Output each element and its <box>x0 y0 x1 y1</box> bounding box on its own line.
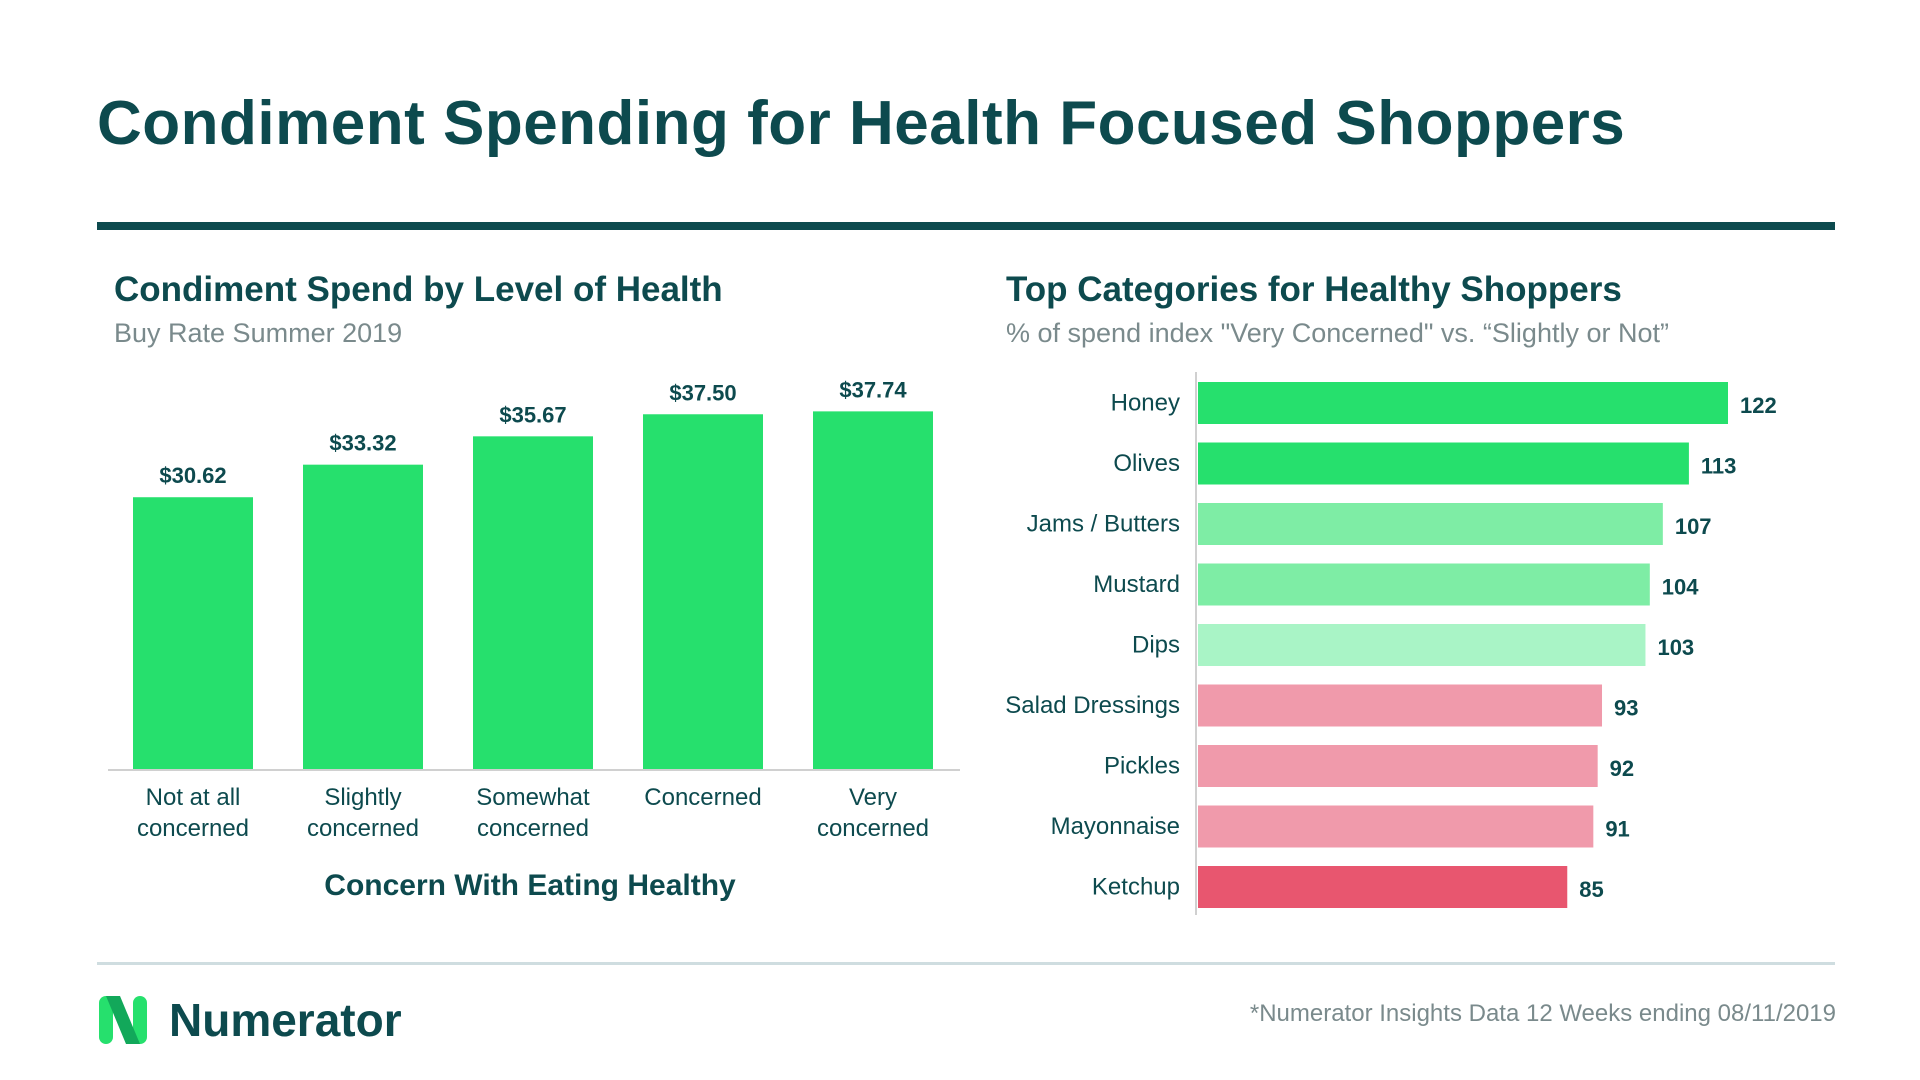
tick-label: concerned <box>817 815 929 842</box>
category-label: Dips <box>1132 631 1180 658</box>
data-label: 104 <box>1662 574 1699 599</box>
brand-name: Numerator <box>169 994 402 1046</box>
data-label: $35.67 <box>499 402 566 427</box>
category-label: Mayonnaise <box>1051 813 1180 840</box>
category-label: Olives <box>1113 450 1180 477</box>
data-label: 103 <box>1657 635 1694 660</box>
spend-by-health-chart: $30.62 Not at all concerned $33.32 Slightly c… <box>108 377 960 902</box>
footer-divider <box>97 962 1835 965</box>
bar <box>1198 684 1603 727</box>
bar <box>643 414 763 770</box>
category-label: Pickles <box>1104 752 1180 779</box>
data-label: $30.62 <box>159 463 226 488</box>
bar <box>813 411 933 770</box>
title-divider <box>97 222 1835 230</box>
page-title: Condiment Spending for Health Focused Sh… <box>97 89 1626 158</box>
numerator-logo-icon <box>99 996 147 1044</box>
left-chart-title: Condiment Spend by Level of Health <box>114 270 723 309</box>
numerator-logo: Numerator <box>97 993 402 1047</box>
tick-label: Slightly <box>324 784 401 811</box>
data-label: 93 <box>1614 695 1638 720</box>
top-categories-chart: Honey 122 Olives 113 Jams / Butters 107 Mustar… <box>1005 372 1777 915</box>
source-footnote: *Numerator Insights Data 12 Weeks ending… <box>1249 1000 1836 1027</box>
category-label: Ketchup <box>1092 873 1180 900</box>
category-label: Jams / Butters <box>1027 510 1180 537</box>
x-axis-title: Concern With Eating Healthy <box>324 869 736 902</box>
right-chart-title: Top Categories for Healthy Shoppers <box>1006 270 1622 309</box>
data-label: $37.74 <box>839 377 907 402</box>
tick-label: concerned <box>137 815 249 842</box>
tick-label: Not at all <box>146 784 241 811</box>
data-label: 91 <box>1605 816 1629 841</box>
bar <box>1198 503 1663 545</box>
left-chart-subtitle: Buy Rate Summer 2019 <box>114 318 403 348</box>
bar <box>473 436 593 770</box>
bar <box>1198 805 1594 848</box>
category-label: Salad Dressings <box>1005 692 1180 719</box>
data-label: 92 <box>1610 756 1634 781</box>
data-label: 107 <box>1675 514 1712 539</box>
tick-label: Concerned <box>644 784 761 811</box>
bar <box>133 497 253 770</box>
data-label: $33.32 <box>329 431 396 456</box>
category-label: Mustard <box>1093 571 1180 598</box>
tick-label: Very <box>849 784 897 811</box>
data-label: 122 <box>1740 393 1777 418</box>
tick-label: concerned <box>477 815 589 842</box>
bar <box>1198 624 1646 666</box>
right-chart-subtitle: % of spend index "Very Concerned" vs. “S… <box>1006 318 1669 348</box>
bar <box>1198 382 1728 424</box>
category-label: Honey <box>1111 389 1180 416</box>
bar <box>1198 745 1598 787</box>
data-label: $37.50 <box>669 380 736 405</box>
tick-label: concerned <box>307 815 419 842</box>
data-label: 85 <box>1579 877 1603 902</box>
tick-label: Somewhat <box>476 784 590 811</box>
bar <box>1198 563 1650 606</box>
data-label: 113 <box>1701 453 1737 478</box>
bar <box>1198 866 1568 908</box>
bar <box>303 464 423 770</box>
bar <box>1198 442 1689 485</box>
